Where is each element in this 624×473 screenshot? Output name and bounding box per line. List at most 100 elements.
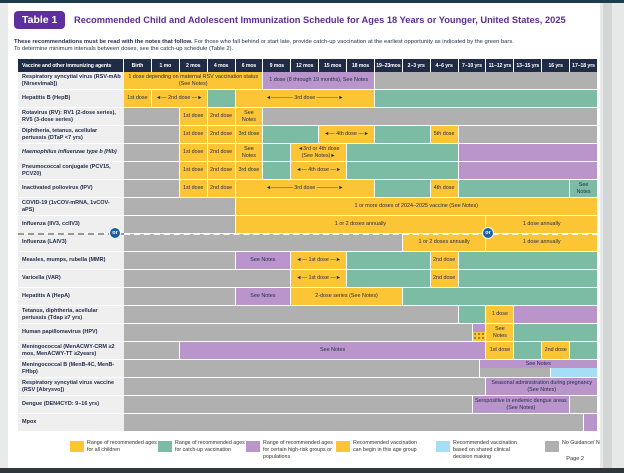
gutter-strip	[603, 3, 612, 468]
schedule-cell	[263, 144, 292, 161]
schedule-cell	[514, 324, 598, 341]
schedule-cell	[472, 324, 487, 332]
schedule-cell	[124, 252, 236, 269]
vaccine-label: Influenza (IIV3, ccIIV3)	[18, 216, 124, 233]
vaccine-label: Hepatitis A (HepA)	[18, 288, 124, 305]
schedule-cell	[124, 396, 473, 413]
vaccine-label: Varicella (VAR)	[18, 270, 124, 287]
table1-badge: Table 1	[14, 11, 66, 29]
legend-label: Range of recommended ages for catch-up v…	[175, 440, 245, 453]
legend-item: Range of recommended ages for certain hi…	[246, 440, 334, 461]
schedule-cell: 1 dose annually	[486, 234, 598, 251]
schedule-cell	[550, 368, 598, 377]
schedule-cell: See Notes	[235, 252, 292, 269]
schedule-cell: 2nd dose	[207, 126, 236, 143]
schedule-cell	[124, 324, 473, 341]
column-header: 13–15 yrs	[514, 59, 543, 72]
schedule-cell	[514, 306, 598, 323]
column-header: 12 mos	[291, 59, 320, 72]
vaccine-label: Respiratory syncytial virus vaccine (RSV…	[18, 378, 124, 395]
schedule-cell	[124, 162, 180, 179]
legend-swatch-purple	[246, 441, 260, 452]
schedule-cell: ◄— 4th dose —►	[291, 162, 348, 179]
column-header: 4 mos	[207, 59, 236, 72]
schedule-cell: 5th dose	[430, 126, 459, 143]
legend-label: No Guidance/ Not Applicable	[562, 440, 624, 446]
vaccine-label: Meningococcal B (MenB-4C, MenB-FHbp)	[18, 360, 124, 377]
schedule-cell	[124, 198, 236, 215]
vaccine-label: Rotavirus (RV): RV1 (2-dose series), RV5…	[18, 108, 124, 125]
schedule-cell	[124, 306, 459, 323]
legend-label: Recommended vaccination based on shared …	[453, 440, 517, 460]
legend-swatch-blue	[436, 441, 450, 452]
schedule-cell	[458, 306, 487, 323]
or-badge: or	[482, 227, 494, 239]
schedule-cell: See Notes	[235, 108, 264, 125]
schedule-cell: See Notes	[179, 342, 487, 359]
schedule-cell: 1st dose	[179, 108, 208, 125]
document-sheet: Table 1 Recommended Child and Adolescent…	[8, 3, 624, 468]
note-line2: To determine minimum intervals between d…	[14, 46, 234, 53]
schedule-cell	[124, 360, 480, 377]
schedule-cell	[584, 414, 598, 431]
schedule-cell	[402, 288, 598, 305]
schedule-cell: 1 or 2 doses annually	[235, 216, 487, 233]
column-header: 4–6 yrs	[430, 59, 459, 72]
schedule-cell	[263, 108, 598, 125]
schedule-cell: ◄— 1st dose —►	[291, 252, 348, 269]
page-top-edge	[0, 0, 624, 3]
page-bottom-edge	[0, 468, 624, 473]
column-header: 6 mos	[235, 59, 264, 72]
vaccine-label: Hepatitis B (HepB)	[18, 90, 124, 107]
schedule-cell: 1 dose	[486, 306, 515, 323]
immunization-schedule-table: Vaccine and other immunizing agents Birth…	[18, 59, 598, 432]
schedule-cell: See Notes	[570, 180, 598, 197]
schedule-cell: 1 dose depending on maternal RSV vaccina…	[124, 72, 264, 89]
schedule-cell	[124, 414, 585, 431]
schedule-cell	[374, 126, 431, 143]
legend-swatch-dotted	[336, 441, 350, 452]
schedule-cell	[124, 342, 180, 359]
column-header: 2–3 yrs	[402, 59, 431, 72]
schedule-cell: ◄— 2nd dose —►	[151, 90, 208, 107]
schedule-cell	[207, 90, 236, 107]
schedule-cell	[263, 126, 320, 143]
schedule-cell: 1st dose	[179, 180, 208, 197]
schedule-cell	[570, 342, 598, 359]
schedule-cell	[347, 144, 459, 161]
schedule-cell: 1st dose	[124, 90, 152, 107]
schedule-cell: ◄— 1st dose —►	[291, 270, 348, 287]
or-badge: or	[109, 227, 121, 239]
page-number: Page 2	[566, 456, 584, 462]
schedule-cell	[124, 288, 236, 305]
vaccine-label: Dengue (DEN4CYD: 9–16 yrs)	[18, 396, 124, 413]
vaccine-label: Mpox	[18, 414, 124, 431]
vaccine-label: Meningococcal (MenACWY-CRM ≥2 mos, MenAC…	[18, 342, 124, 359]
vaccine-label: Haemophilus influenzae type b (Hib)	[18, 144, 124, 161]
legend-label: Range of recommended ages for all childr…	[87, 440, 157, 453]
column-header: 17–18 yrs	[570, 59, 598, 72]
schedule-cell	[458, 126, 598, 143]
schedule-cell	[347, 252, 431, 269]
schedule-cell	[458, 270, 598, 287]
note-bold: These recommendations must be read with …	[14, 39, 193, 45]
schedule-cell	[458, 144, 598, 161]
schedule-cell: 3rd dose	[235, 162, 264, 179]
schedule-cell	[374, 72, 598, 89]
column-header: 16 yrs	[542, 59, 571, 72]
legend-item: No Guidance/ Not Applicable	[545, 440, 624, 452]
vaccine-label: Inactivated poliovirus (IPV)	[18, 180, 124, 197]
schedule-cell: ◄— 4th dose —►	[319, 126, 375, 143]
schedule-cell: 2nd dose	[430, 252, 459, 269]
schedule-cell: 2nd dose	[542, 342, 571, 359]
legend-item: Recommended vaccination can begin in thi…	[336, 440, 424, 454]
vaccine-label: Human papillomavirus (HPV)	[18, 324, 124, 341]
schedule-cell	[347, 162, 459, 179]
schedule-cell: ◄———— 3rd dose ————►	[235, 180, 375, 197]
legend-item: Range of recommended ages for all childr…	[70, 440, 158, 454]
schedule-cell	[124, 216, 236, 233]
column-header: 19–23mos	[374, 59, 403, 72]
schedule-cell	[514, 342, 543, 359]
schedule-cell: See Notes	[235, 144, 264, 161]
vaccine-label: Respiratory syncytial virus (RSV-mAb [Ni…	[18, 72, 124, 89]
